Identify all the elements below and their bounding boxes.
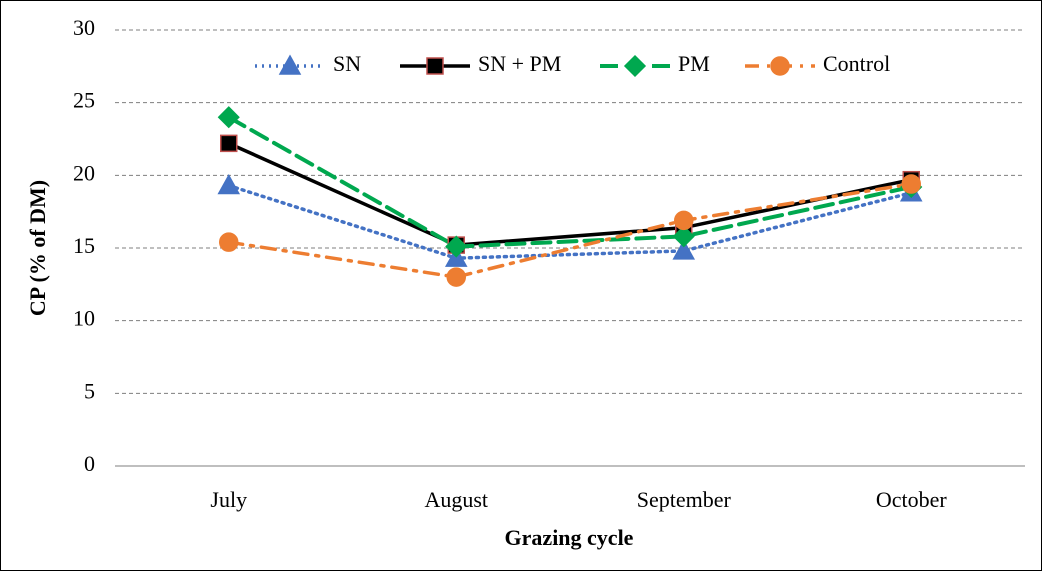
series-line: [226, 115, 914, 249]
x-tick-label: August: [424, 487, 488, 512]
marker: [672, 225, 695, 248]
y-tick-label: 15: [73, 233, 95, 258]
marker: [219, 232, 239, 252]
y-tick-label: 5: [84, 378, 95, 403]
y-axis-label: CP (% of DM): [25, 180, 50, 316]
marker: [217, 106, 240, 129]
marker: [445, 235, 468, 258]
series-line: [227, 141, 913, 247]
marker: [426, 57, 444, 75]
y-tick-label: 30: [73, 15, 95, 40]
legend-label: PM: [678, 51, 710, 76]
series-line: [227, 183, 913, 260]
marker: [623, 54, 647, 78]
marker: [220, 134, 238, 153]
y-tick-label: 0: [84, 451, 95, 476]
legend-label: SN: [333, 51, 361, 76]
marker: [217, 173, 241, 195]
x-axis-label: Grazing cycle: [505, 525, 634, 550]
marker: [901, 174, 921, 194]
y-tick-label: 25: [73, 88, 95, 113]
y-tick-label: 20: [73, 160, 95, 185]
y-tick-label: 10: [73, 306, 95, 331]
marker: [278, 54, 302, 75]
legend-label: SN + PM: [478, 51, 561, 76]
marker: [674, 210, 694, 231]
marker: [446, 267, 466, 287]
x-tick-label: October: [876, 487, 948, 512]
marker: [672, 239, 696, 260]
legend-label: Control: [823, 51, 890, 76]
marker: [770, 56, 790, 76]
x-tick-label: September: [637, 487, 732, 512]
x-tick-label: July: [210, 487, 247, 512]
